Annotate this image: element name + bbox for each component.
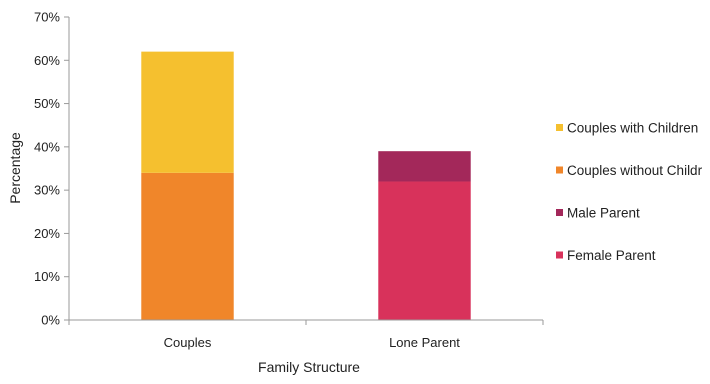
y-tick-label: 50%: [34, 96, 60, 111]
legend-label-couples-without-childr: Couples without Childr: [567, 163, 703, 178]
legend-swatch-female-parent: [556, 251, 563, 259]
legend-swatch-couples-without-childr: [556, 166, 563, 174]
legend-label-couples-with-children: Couples with Children: [567, 121, 698, 136]
bar-couples-couples-without-childr: [141, 172, 234, 320]
y-tick-label: 0%: [41, 313, 60, 328]
legend-swatch-couples-with-children: [556, 124, 563, 131]
legend-label-male-parent: Male Parent: [567, 206, 640, 221]
y-tick-label: 20%: [34, 226, 60, 241]
y-axis-title: Percentage: [7, 132, 23, 204]
y-tick-label: 10%: [34, 269, 60, 284]
bar-lone-parent-female-parent: [378, 181, 471, 320]
bar-lone-parent-male-parent: [378, 151, 471, 182]
y-tick-label: 70%: [34, 10, 60, 25]
y-tick-label: 40%: [34, 139, 60, 154]
bar-couples-couples-with-children: [141, 51, 234, 173]
x-tick-label: Couples: [164, 335, 212, 350]
legend-label-female-parent: Female Parent: [567, 248, 656, 263]
y-tick-label: 30%: [34, 183, 60, 198]
x-tick-label: Lone Parent: [389, 335, 460, 350]
y-tick-label: 60%: [34, 53, 60, 68]
legend-swatch-male-parent: [556, 209, 563, 216]
x-axis-title: Family Structure: [258, 359, 360, 375]
